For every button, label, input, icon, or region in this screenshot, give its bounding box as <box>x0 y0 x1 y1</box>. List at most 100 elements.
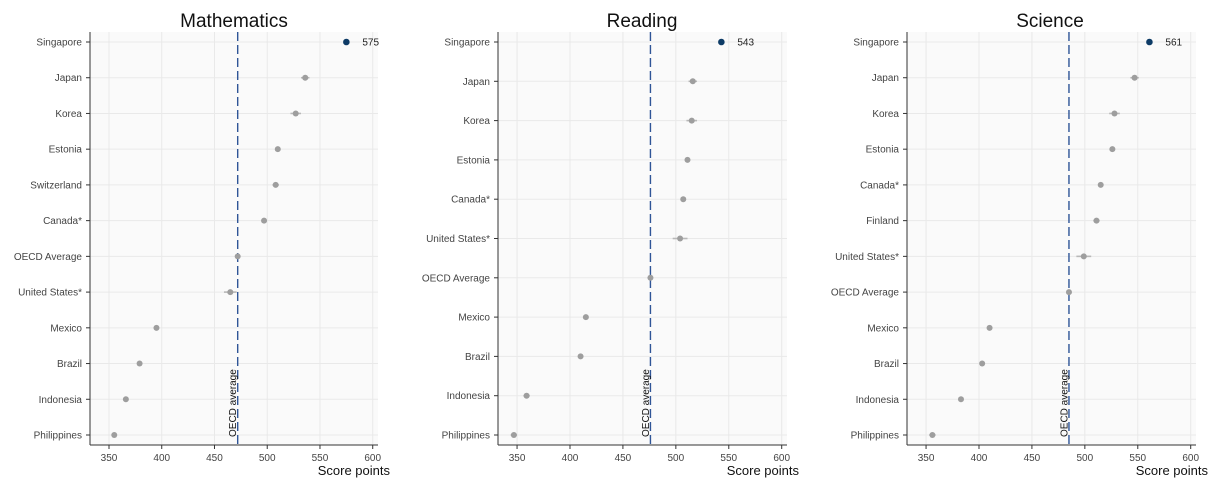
oecd-average-label: OECD average <box>228 369 239 437</box>
value-label-singapore: 543 <box>737 38 754 49</box>
country-label-korea: Korea <box>872 109 899 120</box>
country-label-brazil: Brazil <box>465 352 490 363</box>
country-label-brazil: Brazil <box>57 359 82 370</box>
data-point-united-states <box>1080 253 1087 260</box>
country-label-united-states: United States* <box>426 234 490 245</box>
country-label-japan: Japan <box>872 73 899 84</box>
x-tick-label: 600 <box>1182 453 1199 464</box>
country-label-philippines: Philippines <box>34 431 82 442</box>
data-point-estonia <box>684 156 691 163</box>
data-point-korea <box>292 110 299 117</box>
country-label-estonia: Estonia <box>457 155 491 166</box>
country-label-singapore: Singapore <box>444 38 490 49</box>
data-point-canada <box>261 217 268 224</box>
data-point-singapore <box>343 38 350 46</box>
data-point-brazil <box>136 360 143 367</box>
country-label-united-states: United States* <box>18 288 82 299</box>
data-point-oecd-average <box>1065 289 1072 296</box>
country-label-indonesia: Indonesia <box>447 391 491 402</box>
country-label-switzerland: Switzerland <box>30 180 82 191</box>
x-tick-label: 450 <box>615 453 632 464</box>
data-point-japan <box>1131 74 1138 81</box>
data-point-finland <box>1093 217 1100 224</box>
x-axis-title: Score points <box>1136 463 1209 478</box>
x-tick-label: 400 <box>153 453 170 464</box>
data-point-oecd-average <box>647 274 654 281</box>
data-point-brazil <box>979 360 986 367</box>
panel-title: Reading <box>607 11 678 32</box>
country-label-mexico: Mexico <box>458 313 490 324</box>
data-point-korea <box>688 117 695 124</box>
value-label-singapore: 575 <box>362 38 379 49</box>
data-point-brazil <box>577 353 584 360</box>
data-point-canada <box>1097 181 1104 188</box>
country-label-indonesia: Indonesia <box>39 395 83 406</box>
country-label-estonia: Estonia <box>49 145 83 156</box>
x-axis-title: Score points <box>727 463 800 478</box>
data-point-philippines <box>929 432 936 438</box>
country-label-oecd-average: OECD Average <box>422 273 491 284</box>
data-point-mexico <box>153 324 160 331</box>
oecd-average-label: OECD average <box>641 369 652 437</box>
country-label-philippines: Philippines <box>851 431 899 442</box>
data-point-oecd-average <box>234 253 241 260</box>
country-label-oecd-average: OECD Average <box>14 252 83 263</box>
country-label-united-states: United States* <box>835 252 899 263</box>
x-tick-label: 450 <box>206 453 223 464</box>
data-point-singapore <box>718 38 725 46</box>
country-label-korea: Korea <box>463 116 490 127</box>
country-label-singapore: Singapore <box>36 38 82 49</box>
data-point-estonia <box>274 146 281 153</box>
country-label-oecd-average: OECD Average <box>831 288 900 299</box>
x-tick-label: 500 <box>1077 453 1094 464</box>
data-point-mexico <box>582 314 589 321</box>
x-tick-label: 550 <box>720 453 737 464</box>
data-point-estonia <box>1109 146 1116 153</box>
x-tick-label: 400 <box>971 453 988 464</box>
data-point-mexico <box>986 324 993 331</box>
x-tick-label: 550 <box>1129 453 1146 464</box>
country-label-brazil: Brazil <box>874 359 899 370</box>
data-point-indonesia <box>523 392 530 399</box>
x-tick-label: 350 <box>101 453 118 464</box>
data-point-singapore <box>1146 38 1153 46</box>
country-label-indonesia: Indonesia <box>856 395 900 406</box>
data-point-indonesia <box>122 396 129 403</box>
country-label-canada: Canada* <box>43 216 82 227</box>
data-point-philippines <box>111 432 118 438</box>
data-point-philippines <box>510 432 517 438</box>
country-label-philippines: Philippines <box>442 431 490 442</box>
x-axis-title: Score points <box>318 463 391 478</box>
value-label-singapore: 561 <box>1165 38 1182 49</box>
x-tick-label: 450 <box>1024 453 1041 464</box>
x-tick-label: 600 <box>364 453 381 464</box>
plot-area <box>907 32 1196 445</box>
data-point-switzerland <box>272 181 279 188</box>
x-tick-label: 600 <box>773 453 790 464</box>
country-label-japan: Japan <box>55 73 82 84</box>
x-tick-label: 550 <box>312 453 329 464</box>
country-label-canada: Canada* <box>860 180 899 191</box>
country-label-singapore: Singapore <box>853 38 899 49</box>
data-point-japan <box>689 78 696 85</box>
x-tick-label: 400 <box>562 453 579 464</box>
data-point-japan <box>302 74 309 81</box>
data-point-indonesia <box>957 396 964 403</box>
country-label-canada: Canada* <box>451 195 490 206</box>
plot-area <box>90 32 378 445</box>
panel-title: Science <box>1016 11 1084 32</box>
x-tick-label: 350 <box>509 453 526 464</box>
x-tick-label: 350 <box>918 453 935 464</box>
country-label-estonia: Estonia <box>866 145 900 156</box>
country-label-japan: Japan <box>463 77 490 88</box>
country-label-mexico: Mexico <box>867 323 899 334</box>
x-tick-label: 500 <box>259 453 276 464</box>
oecd-average-label: OECD average <box>1059 369 1070 437</box>
data-point-korea <box>1111 110 1118 117</box>
data-point-canada <box>680 196 687 203</box>
country-label-korea: Korea <box>55 109 82 120</box>
